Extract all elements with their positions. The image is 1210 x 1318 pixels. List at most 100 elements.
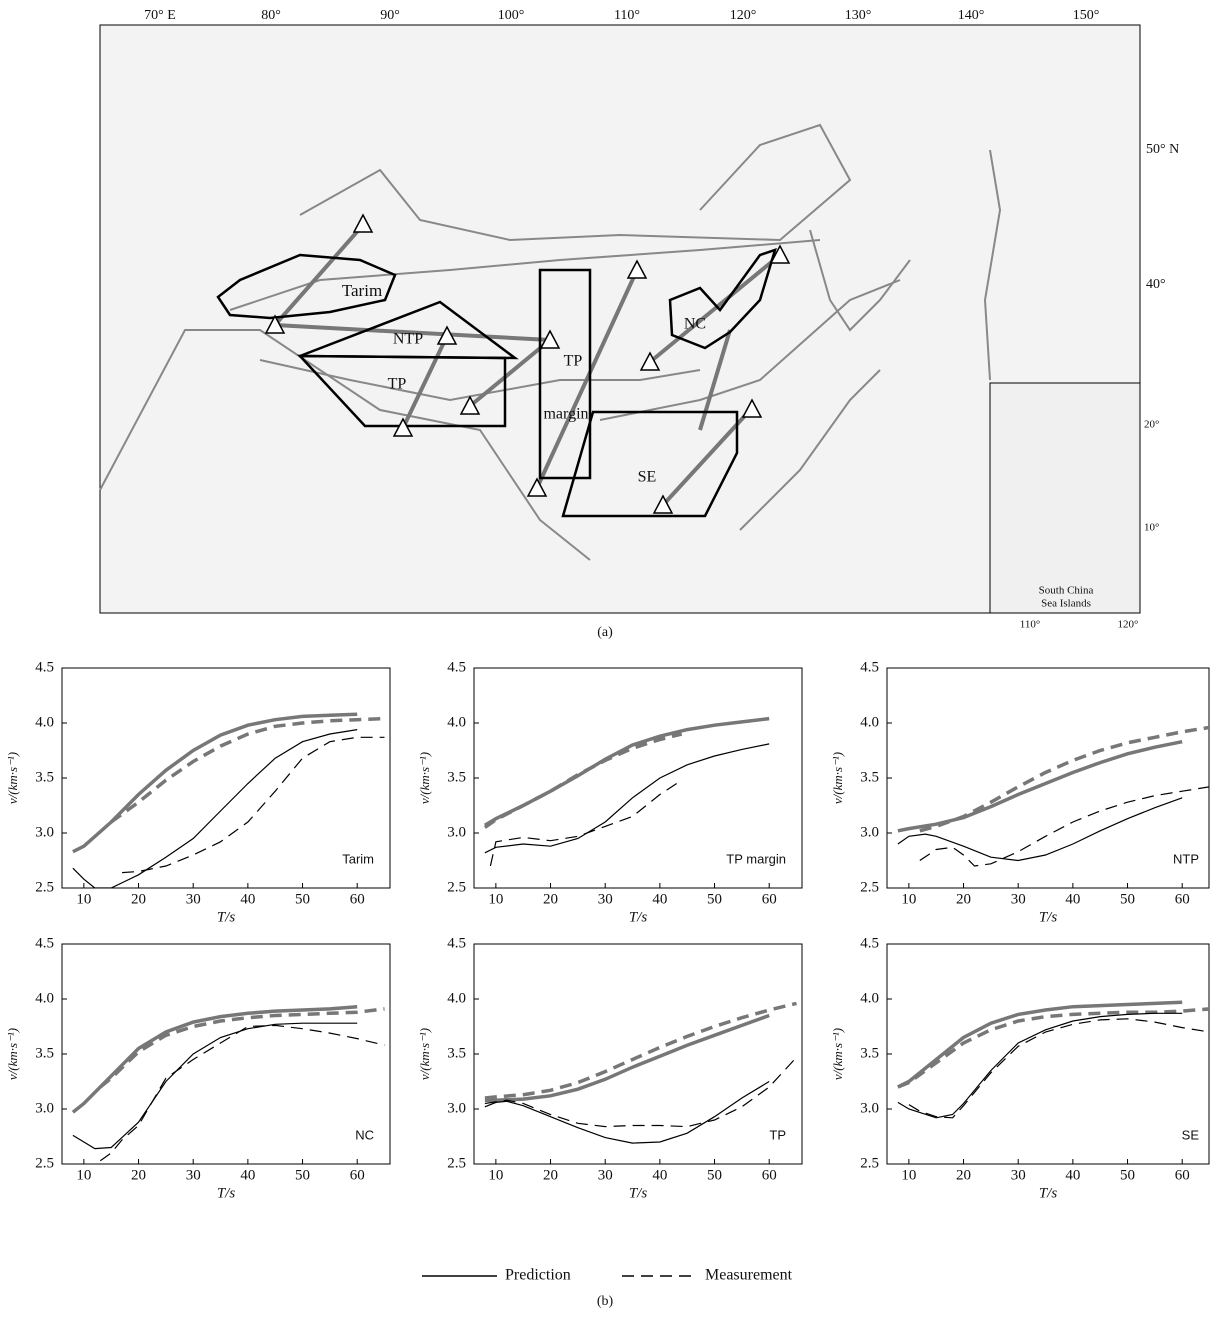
y-tick-label: 3.0 [35,1100,54,1116]
y-tick-label: 2.5 [447,1155,466,1171]
x-tick-label: 20 [956,891,971,907]
lon-label: 80° [261,8,281,23]
y-tick-label: 4.5 [35,659,54,675]
lon-label: 100° [498,8,525,23]
x-tick-label: 10 [901,1167,916,1183]
y-tick-label: 3.5 [35,769,54,785]
x-tick-label: 60 [350,1167,365,1183]
panel-label: NC [355,1127,374,1142]
x-axis-label: T/s [1039,909,1058,925]
x-tick-label: 30 [1011,1167,1026,1183]
caption: (b) [597,1294,614,1309]
y-tick-label: 3.0 [447,1100,466,1116]
y-tick-label: 3.0 [35,824,54,840]
y-axis-label: v/(km·s⁻¹) [417,752,432,804]
lon-label: 130° [845,8,872,23]
y-tick-label: 2.5 [35,1155,54,1171]
y-axis-label: v/(km·s⁻¹) [830,1028,845,1080]
map-features [99,123,1002,561]
x-tick-label: 30 [598,891,613,907]
series-line [897,1000,1183,1089]
inset-title: South China [1039,585,1094,597]
y-tick-label: 4.0 [35,714,54,730]
lat-label: 50° N [1146,142,1179,157]
x-tick-label: 60 [350,891,365,907]
caption: (a) [597,625,613,640]
y-tick-label: 3.5 [447,1045,466,1061]
lon-label: 110° [614,8,640,23]
y-tick-label: 3.5 [447,769,466,785]
y-axis-label: v/(km·s⁻¹) [5,752,20,804]
plot-frame [886,943,1210,1165]
x-tick-label: 10 [76,891,91,907]
x-tick-label: 50 [295,891,310,907]
y-tick-label: 2.5 [860,879,879,895]
legend: Prediction Measurement [422,1267,793,1284]
inset-frame [989,382,1141,614]
x-tick-label: 40 [652,891,667,907]
panel-label: SE [1182,1127,1200,1142]
y-tick-label: 3.0 [860,1100,879,1116]
inset-title: Sea Islands [1041,598,1091,610]
y-tick-label: 4.5 [447,935,466,951]
y-tick-label: 3.5 [860,1045,879,1061]
y-tick-label: 4.0 [447,714,466,730]
x-tick-label: 20 [543,891,558,907]
chart: 2.5 3.0 3.5 4.0 4.5 10 20 30 40 50 60 T/s v/(km·s⁻¹)… [830,935,1210,1201]
region-label: Tarim [342,281,382,300]
y-tick-label: 3.0 [860,824,879,840]
legend-label: Measurement [705,1267,793,1284]
y-axis-label: v/(km·s⁻¹) [5,1028,20,1080]
y-tick-label: 4.5 [860,935,879,951]
x-tick-label: 50 [1120,1167,1135,1183]
series-line [484,1056,797,1128]
region-outlines [216,248,777,518]
x-axis-label: T/s [629,1185,648,1201]
region-label: SE [638,469,657,486]
series-line [897,739,1183,833]
y-tick-label: 4.0 [447,990,466,1006]
region-label: margin [543,406,588,423]
series-line [897,1007,1209,1089]
x-axis-label: T/s [629,909,648,925]
x-axis-label: T/s [217,909,236,925]
series-line [919,725,1209,833]
x-tick-label: 10 [488,1167,503,1183]
chart: 2.5 3.0 3.5 4.0 4.5 10 20 30 40 50 60 T/s v/(km·s⁻¹)… [417,935,803,1201]
x-tick-label: 30 [186,1167,201,1183]
x-tick-label: 30 [1011,891,1026,907]
y-tick-label: 3.0 [447,824,466,840]
series-line [489,779,683,867]
series-line [484,1013,770,1102]
panel-label: Tarim [342,851,374,866]
x-tick-label: 20 [131,891,146,907]
inset-lon-label: 110° [1020,619,1041,631]
x-tick-label: 10 [901,891,916,907]
y-tick-label: 4.0 [860,990,879,1006]
x-tick-label: 60 [762,1167,777,1183]
stations [264,213,791,514]
legend-label: Prediction [505,1267,571,1284]
x-tick-label: 60 [1175,1167,1190,1183]
x-tick-label: 30 [186,891,201,907]
y-tick-label: 2.5 [35,879,54,895]
x-tick-label: 20 [131,1167,146,1183]
x-tick-label: 40 [240,1167,255,1183]
chart: 2.5 3.0 3.5 4.0 4.5 10 20 30 40 50 60 T/s v/(km·s⁻¹)… [417,659,803,925]
y-tick-label: 4.5 [35,935,54,951]
series-line [484,743,770,854]
y-tick-label: 4.5 [860,659,879,675]
series-line [919,786,1209,867]
x-tick-label: 40 [1065,1167,1080,1183]
chart: 2.5 3.0 3.5 4.0 4.5 10 20 30 40 50 60 T/s v/(km·s⁻¹)… [830,659,1210,925]
series-line [72,712,358,854]
panel-label: NTP [1173,851,1199,866]
series-line [122,736,385,874]
x-tick-label: 50 [707,1167,722,1183]
y-axis-label: v/(km·s⁻¹) [830,752,845,804]
x-tick-label: 40 [240,891,255,907]
x-tick-label: 50 [707,891,722,907]
plot-frame [473,943,803,1165]
inset-lon-label: 120° [1118,619,1139,631]
